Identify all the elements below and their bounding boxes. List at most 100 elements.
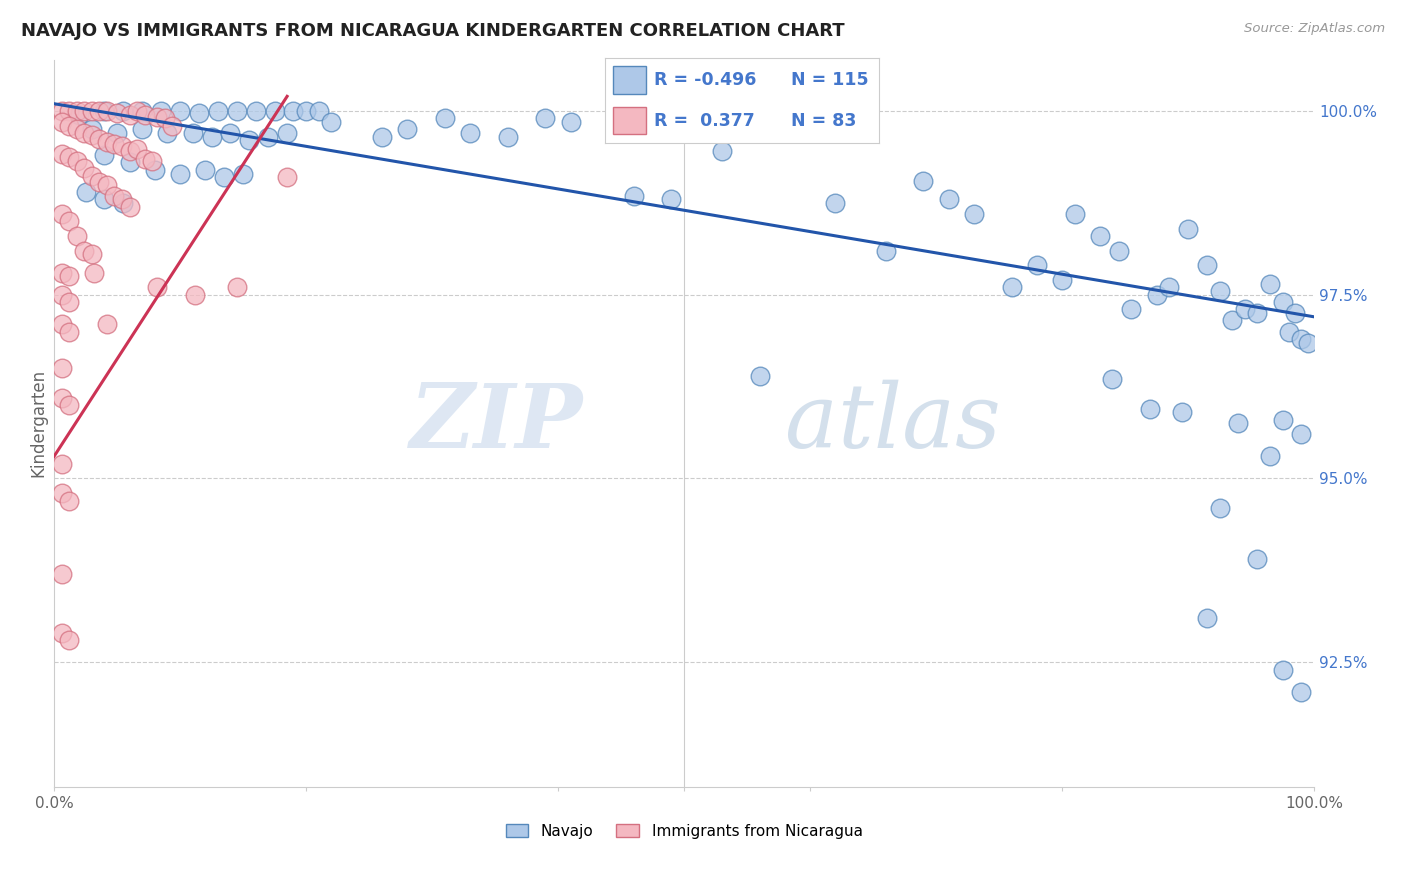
Point	[131, 122, 153, 136]
Point	[187, 105, 209, 120]
Point	[1296, 335, 1319, 350]
Point	[93, 148, 115, 162]
Point	[150, 103, 173, 118]
Point	[89, 103, 111, 118]
Point	[1088, 229, 1111, 244]
Point	[963, 207, 986, 221]
Text: Source: ZipAtlas.com: Source: ZipAtlas.com	[1244, 22, 1385, 36]
Point	[105, 105, 128, 120]
Point	[58, 493, 80, 508]
Point	[51, 146, 73, 161]
Point	[51, 625, 73, 640]
Point	[105, 126, 128, 140]
Text: R = -0.496: R = -0.496	[654, 71, 756, 89]
Point	[370, 129, 392, 144]
Point	[1284, 306, 1306, 320]
Point	[118, 155, 141, 169]
Point	[58, 150, 80, 164]
Point	[1101, 372, 1123, 386]
Point	[134, 152, 156, 166]
Point	[51, 103, 73, 118]
Point	[295, 103, 318, 118]
Point	[146, 110, 169, 124]
Point	[80, 247, 103, 261]
Point	[131, 103, 153, 118]
Point	[51, 287, 73, 301]
Point	[127, 103, 149, 118]
Point	[118, 108, 141, 122]
Point	[433, 112, 456, 126]
Point	[58, 214, 80, 228]
Point	[219, 126, 242, 140]
Point	[623, 188, 645, 202]
Text: NAVAJO VS IMMIGRANTS FROM NICARAGUA KINDERGARTEN CORRELATION CHART: NAVAJO VS IMMIGRANTS FROM NICARAGUA KIND…	[21, 22, 845, 40]
Point	[96, 135, 118, 149]
Point	[1246, 306, 1268, 320]
Point	[276, 170, 298, 185]
Point	[1278, 325, 1301, 339]
Point	[1227, 417, 1250, 431]
Point	[257, 129, 280, 144]
Point	[66, 103, 89, 118]
Point	[824, 195, 846, 210]
Point	[1146, 287, 1168, 301]
Point	[51, 115, 73, 129]
Point	[560, 115, 582, 129]
Point	[143, 162, 166, 177]
Point	[308, 103, 330, 118]
Point	[194, 162, 217, 177]
Point	[169, 167, 191, 181]
Point	[80, 169, 103, 183]
Point	[1001, 280, 1024, 294]
Point	[75, 185, 97, 199]
FancyBboxPatch shape	[613, 107, 645, 134]
Point	[1195, 258, 1218, 272]
Point	[93, 103, 115, 118]
Point	[146, 280, 169, 294]
Point	[225, 280, 247, 294]
Point	[875, 244, 897, 258]
Point	[181, 126, 204, 140]
Point	[661, 192, 683, 206]
Point	[66, 154, 89, 169]
Point	[80, 128, 103, 142]
Point	[58, 325, 80, 339]
Point	[912, 174, 935, 188]
Legend: Navajo, Immigrants from Nicaragua: Navajo, Immigrants from Nicaragua	[499, 818, 869, 845]
FancyBboxPatch shape	[613, 67, 645, 94]
Point	[80, 103, 103, 118]
Point	[51, 486, 73, 500]
Point	[58, 633, 80, 648]
Point	[111, 139, 134, 153]
Point	[67, 108, 90, 122]
Point	[238, 133, 260, 147]
Point	[1291, 427, 1313, 442]
Point	[127, 142, 149, 156]
Y-axis label: Kindergarten: Kindergarten	[30, 369, 46, 477]
Point	[51, 457, 73, 471]
Point	[232, 167, 254, 181]
Point	[73, 103, 96, 118]
Point	[58, 119, 80, 133]
Point	[938, 192, 960, 206]
Point	[1025, 258, 1047, 272]
Point	[263, 103, 285, 118]
Point	[1271, 413, 1294, 427]
Point	[1246, 552, 1268, 566]
Point	[534, 112, 557, 126]
Point	[1271, 663, 1294, 677]
Point	[83, 266, 105, 280]
Point	[51, 361, 73, 376]
Point	[1220, 313, 1243, 327]
Text: ZIP: ZIP	[411, 380, 583, 467]
Point	[96, 178, 118, 192]
Point	[51, 567, 73, 582]
Point	[283, 103, 305, 118]
Point	[73, 126, 96, 140]
Point	[66, 229, 89, 244]
Point	[710, 145, 733, 159]
Point	[207, 103, 229, 118]
Point	[1121, 302, 1143, 317]
Point	[93, 192, 115, 206]
Point	[73, 244, 96, 258]
